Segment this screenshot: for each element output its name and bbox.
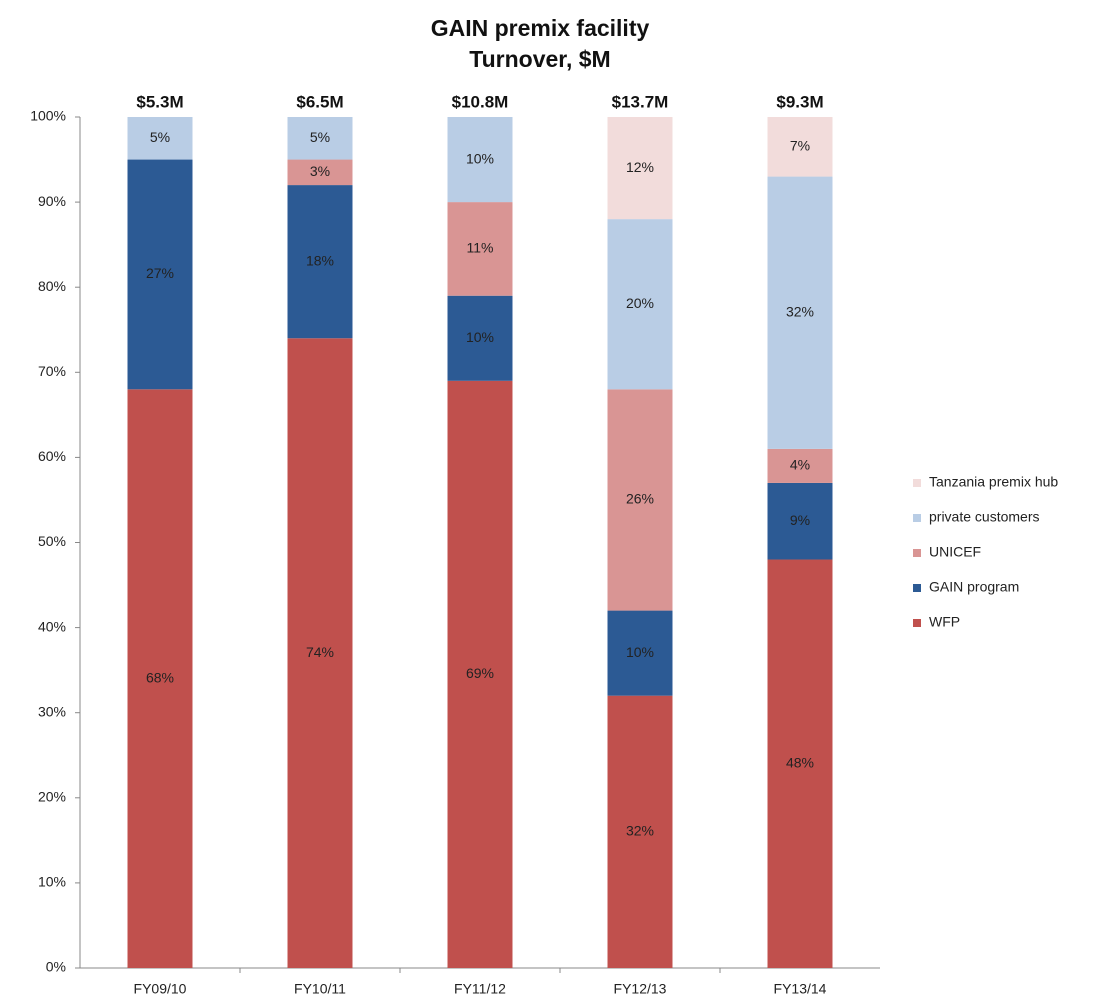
data-label: 11% — [467, 240, 494, 256]
data-label: 26% — [626, 491, 654, 507]
data-label: 20% — [626, 295, 654, 311]
chart-subtitle: Turnover, $M — [469, 46, 610, 72]
bar-total: $9.3M — [776, 92, 823, 111]
legend-label: Tanzania premix hub — [929, 474, 1058, 490]
bar-segment — [607, 389, 673, 611]
data-label: 3% — [310, 163, 330, 179]
chart-title: GAIN premix facility — [431, 15, 650, 41]
bar-segment — [287, 117, 353, 160]
y-tick-label: 0% — [46, 959, 66, 975]
data-label: 5% — [310, 129, 330, 145]
data-label: 32% — [786, 303, 814, 319]
bar-segment — [127, 117, 193, 160]
y-tick-label: 50% — [38, 533, 66, 549]
data-label: 18% — [306, 252, 334, 268]
y-tick-label: 20% — [38, 789, 66, 805]
y-tick-label: 100% — [30, 108, 66, 124]
bar-segment — [447, 202, 513, 296]
bar-total: $13.7M — [612, 92, 669, 111]
data-label: 10% — [466, 329, 494, 345]
bar-segment — [607, 695, 673, 968]
x-tick-label: FY13/14 — [774, 981, 827, 997]
bar-segment — [607, 117, 673, 220]
data-label: 7% — [790, 137, 810, 153]
bar-total: $10.8M — [452, 92, 509, 111]
data-label: 69% — [466, 665, 494, 681]
data-label: 5% — [150, 129, 170, 145]
x-tick-label: FY12/13 — [614, 981, 667, 997]
legend-swatch — [913, 619, 921, 627]
legend-swatch — [913, 514, 921, 522]
data-label: 48% — [786, 754, 814, 770]
bar-segment — [287, 159, 353, 186]
y-tick-label: 10% — [38, 874, 66, 890]
data-label: 27% — [146, 265, 174, 281]
x-tick-label: FY11/12 — [454, 981, 506, 997]
bar-segment — [767, 176, 833, 449]
bar-segment — [447, 117, 513, 203]
legend-swatch — [913, 584, 921, 592]
x-tick-label: FY10/11 — [294, 981, 346, 997]
data-label: 10% — [466, 150, 494, 166]
data-label: 10% — [626, 644, 654, 660]
legend-swatch — [913, 549, 921, 557]
bar-total: $5.3M — [136, 92, 183, 111]
data-label: 74% — [306, 644, 334, 660]
bar-segment — [127, 389, 193, 968]
bar-segment — [767, 117, 833, 177]
data-label: 9% — [790, 512, 810, 528]
y-tick-label: 40% — [38, 618, 66, 634]
legend-label: WFP — [929, 614, 960, 630]
bar-segment — [767, 559, 833, 968]
bar-total: $6.5M — [296, 92, 343, 111]
y-tick-label: 90% — [38, 193, 66, 209]
bar-segment — [287, 338, 353, 968]
data-label: 68% — [146, 669, 174, 685]
bar-segment — [287, 185, 353, 339]
legend-label: private customers — [929, 509, 1039, 525]
y-tick-label: 60% — [38, 448, 66, 464]
bar-segment — [127, 159, 193, 390]
bar-segment — [767, 482, 833, 560]
legend-label: GAIN program — [929, 579, 1019, 595]
y-tick-label: 80% — [38, 278, 66, 294]
legend-label: UNICEF — [929, 544, 981, 560]
bar-segment — [447, 380, 513, 968]
data-label: 32% — [626, 823, 654, 839]
legend-swatch — [913, 479, 921, 487]
data-label: 4% — [790, 457, 810, 473]
bar-segment — [607, 610, 673, 696]
x-tick-label: FY09/10 — [134, 981, 187, 997]
bar-segment — [767, 448, 833, 483]
bar-segment — [607, 219, 673, 390]
bar-segment — [447, 295, 513, 381]
y-tick-label: 70% — [38, 363, 66, 379]
data-label: 12% — [626, 159, 654, 175]
y-tick-label: 30% — [38, 703, 66, 719]
